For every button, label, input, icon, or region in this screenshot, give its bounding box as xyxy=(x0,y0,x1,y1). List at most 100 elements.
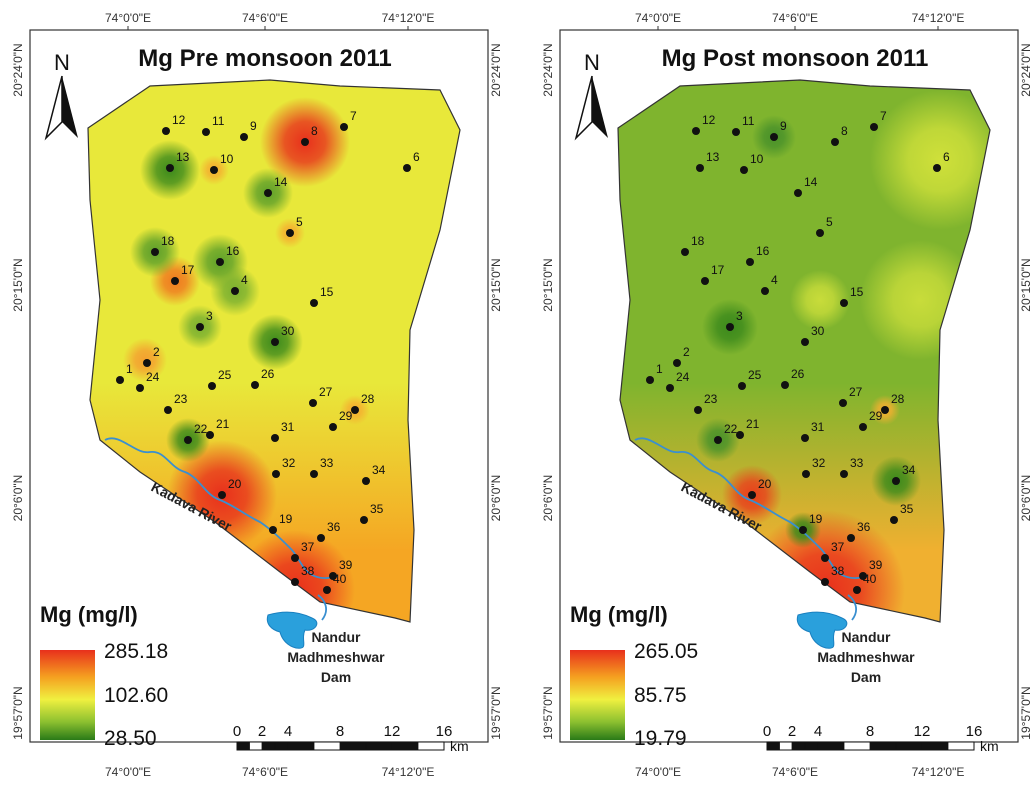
station-label: 10 xyxy=(220,152,234,166)
station-label: 32 xyxy=(282,456,296,470)
station-point xyxy=(251,381,259,389)
dam-label: Nandur xyxy=(842,629,892,645)
station-label: 21 xyxy=(746,417,760,431)
station-point xyxy=(770,133,778,141)
latitude-label: 19°57'0"N xyxy=(11,686,25,739)
station-label: 34 xyxy=(902,463,916,477)
dam-label: Dam xyxy=(321,669,351,685)
north-arrow xyxy=(592,76,608,138)
latitude-label: 20°15'0"N xyxy=(1019,258,1033,311)
station-point xyxy=(701,277,709,285)
longitude-label: 74°12'0"E xyxy=(382,765,435,779)
latitude-label: 20°6'0"N xyxy=(11,475,25,522)
scale-label: 2 xyxy=(788,723,796,740)
station-label: 14 xyxy=(274,175,288,189)
river xyxy=(634,437,869,621)
station-point xyxy=(799,526,807,534)
station-point xyxy=(748,491,756,499)
station-label: 10 xyxy=(750,152,764,166)
legend-value: 102.60 xyxy=(104,684,168,707)
longitude-label: 74°6'0"E xyxy=(772,11,818,25)
legend-value: 19.79 xyxy=(634,727,687,750)
station-point xyxy=(310,470,318,478)
station-label: 20 xyxy=(228,477,242,491)
scale-segment xyxy=(792,742,805,750)
station-point xyxy=(403,164,411,172)
station-point xyxy=(681,248,689,256)
latitude-label: 20°24'0"N xyxy=(489,43,503,96)
station-label: 37 xyxy=(301,540,315,554)
station-label: 12 xyxy=(702,113,716,127)
station-label: 21 xyxy=(216,417,230,431)
station-label: 26 xyxy=(791,367,805,381)
station-point xyxy=(240,133,248,141)
station-label: 29 xyxy=(339,409,353,423)
river xyxy=(104,437,339,621)
latitude-label: 20°15'0"N xyxy=(11,258,25,311)
station-point xyxy=(714,436,722,444)
station-label: 11 xyxy=(742,114,755,128)
station-label: 39 xyxy=(869,558,883,572)
scale-label: 4 xyxy=(284,723,292,740)
latitude-label: 19°57'0"N xyxy=(489,686,503,739)
latitude-label: 20°6'0"N xyxy=(1019,475,1033,522)
station-point xyxy=(362,477,370,485)
station-point xyxy=(309,399,317,407)
station-label: 5 xyxy=(296,215,303,229)
station-label: 23 xyxy=(174,392,188,406)
station-label: 7 xyxy=(880,109,887,123)
dam-label: Dam xyxy=(851,669,881,685)
scale-segment xyxy=(843,741,871,751)
station-label: 38 xyxy=(831,564,845,578)
station-point xyxy=(859,423,867,431)
scale-label: 0 xyxy=(233,723,241,740)
scale-outline xyxy=(766,741,975,751)
station-point xyxy=(216,258,224,266)
station-point xyxy=(351,406,359,414)
legend-title: Mg (mg/l) xyxy=(40,602,138,627)
station-label: 19 xyxy=(809,512,823,526)
station-label: 4 xyxy=(241,273,248,287)
station-label: 2 xyxy=(683,345,690,359)
station-point xyxy=(317,534,325,542)
station-point xyxy=(143,359,151,367)
station-point xyxy=(840,470,848,478)
station-point xyxy=(740,166,748,174)
station-label: 15 xyxy=(850,285,864,299)
station-label: 15 xyxy=(320,285,334,299)
station-label: 38 xyxy=(301,564,315,578)
station-label: 26 xyxy=(261,367,275,381)
station-point xyxy=(286,229,294,237)
station-label: 1 xyxy=(656,362,663,376)
station-point xyxy=(673,359,681,367)
station-point xyxy=(202,128,210,136)
station-point xyxy=(218,491,226,499)
station-point xyxy=(196,323,204,331)
station-label: 9 xyxy=(780,119,787,133)
longitude-label: 74°0'0"E xyxy=(635,765,681,779)
station-point xyxy=(881,406,889,414)
station-label: 31 xyxy=(281,420,295,434)
scale-segment xyxy=(313,741,341,751)
scale-segment xyxy=(237,742,250,750)
station-label: 11 xyxy=(212,114,225,128)
north-label: N xyxy=(54,50,70,75)
scale-label: 12 xyxy=(384,723,401,740)
station-label: 1 xyxy=(126,362,133,376)
scale-segment xyxy=(340,742,366,750)
scale-segment xyxy=(870,742,896,750)
station-point xyxy=(802,470,810,478)
station-point xyxy=(264,189,272,197)
station-label: 40 xyxy=(863,572,877,586)
surface-spot xyxy=(870,90,990,230)
scale-segment xyxy=(274,741,289,751)
station-point xyxy=(870,123,878,131)
station-point xyxy=(206,431,214,439)
dam-label: Nandur xyxy=(312,629,362,645)
station-point xyxy=(171,277,179,285)
longitude-label: 74°12'0"E xyxy=(382,11,435,25)
station-point xyxy=(761,287,769,295)
station-point xyxy=(231,287,239,295)
legend-bar xyxy=(570,650,625,740)
station-label: 22 xyxy=(194,422,208,436)
